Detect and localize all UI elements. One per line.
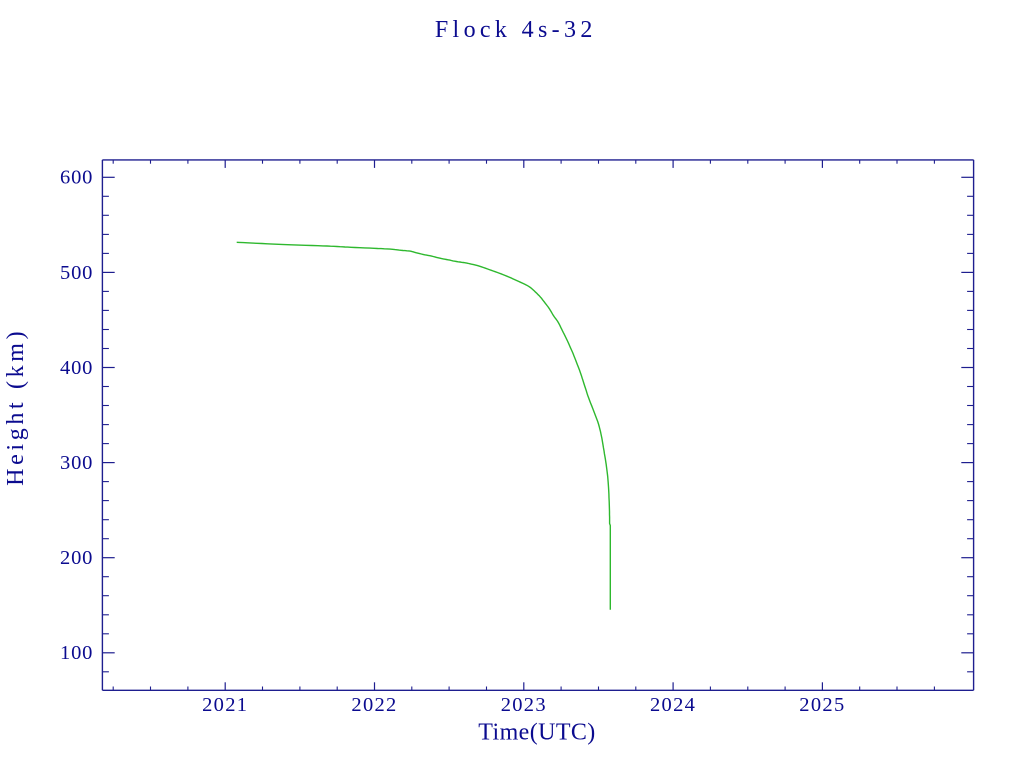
svg-text:Flock 4s-32: Flock 4s-32 [435, 17, 597, 43]
svg-text:500: 500 [60, 262, 93, 284]
svg-text:100: 100 [60, 642, 93, 664]
svg-text:Time(UTC): Time(UTC) [478, 719, 595, 745]
svg-text:2025: 2025 [799, 694, 845, 716]
svg-text:300: 300 [60, 452, 93, 474]
svg-text:2022: 2022 [351, 694, 397, 716]
svg-text:200: 200 [60, 547, 93, 569]
svg-text:2023: 2023 [501, 694, 547, 716]
svg-text:2021: 2021 [202, 694, 248, 716]
svg-text:400: 400 [60, 357, 93, 379]
svg-text:600: 600 [60, 167, 93, 189]
svg-text:2024: 2024 [650, 694, 696, 716]
svg-text:Height (km): Height (km) [3, 328, 29, 486]
